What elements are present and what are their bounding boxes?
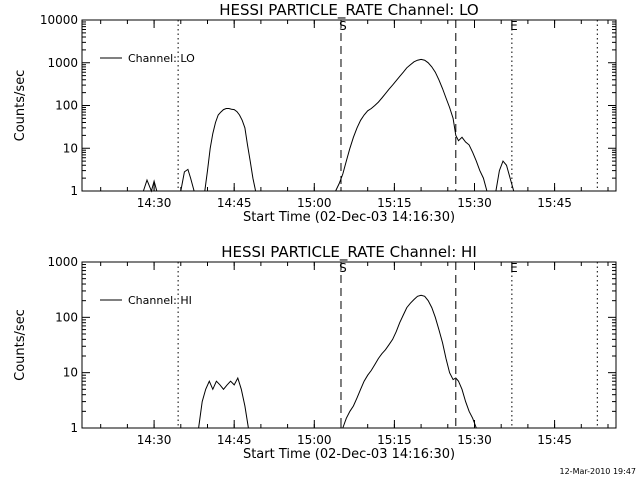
- x-tick-label: 15:00: [297, 433, 332, 447]
- legend-entry: Channel: LO: [128, 52, 195, 65]
- plot-frame: [81, 261, 617, 429]
- y-tick-label: 10: [63, 366, 78, 380]
- series-line: [335, 58, 488, 192]
- plot-frame: [81, 19, 617, 192]
- footer-timestamp: 12-Mar-2010 19:47: [560, 467, 637, 476]
- x-tick-label: 14:30: [137, 433, 172, 447]
- y-axis-label: Counts/sec: [13, 70, 28, 142]
- x-tick-label: 15:30: [457, 433, 492, 447]
- x-tick-label: 15:45: [537, 433, 572, 447]
- y-tick-label: 1: [70, 184, 78, 198]
- x-tick-label: 15:45: [537, 196, 572, 210]
- series-line: [198, 376, 249, 429]
- y-axis-label: Counts/sec: [13, 309, 28, 381]
- x-tick-label: 15:30: [457, 196, 492, 210]
- series-line: [495, 160, 515, 192]
- chart-title: HESSI PARTICLE_RATE Channel: LO: [219, 1, 478, 20]
- x-tick-label: 14:45: [217, 433, 252, 447]
- series-line: [180, 168, 195, 192]
- y-tick-label: 100: [55, 99, 78, 113]
- marker-label: S: [339, 19, 347, 33]
- y-tick-label: 10000: [40, 13, 78, 27]
- x-tick-label: 15:15: [377, 433, 412, 447]
- x-tick-label: 15:15: [377, 196, 412, 210]
- series-line: [342, 294, 477, 429]
- y-tick-label: 100: [55, 310, 78, 324]
- marker-label: E: [510, 19, 518, 33]
- y-tick-label: 1000: [47, 255, 78, 269]
- y-tick-label: 1: [70, 421, 78, 435]
- y-tick-label: 10: [63, 141, 78, 155]
- chart-panel-lo: HESSI PARTICLE_RATE Channel: LO 14:30 14:4…: [13, 1, 617, 225]
- legend-entry: Channel: HI: [128, 294, 192, 307]
- x-tick-label: 14:30: [137, 196, 172, 210]
- series-line: [142, 178, 158, 193]
- y-tick-label: 1000: [47, 56, 78, 70]
- chart-title: HESSI PARTICLE_RATE Channel: HI: [221, 243, 477, 262]
- x-tick-label: 14:45: [217, 196, 252, 210]
- chart-panel-hi: HESSI PARTICLE_RATE Channel: HI 14:30 14:4…: [13, 243, 617, 462]
- marker-label: E: [510, 261, 518, 275]
- x-axis-label: Start Time (02-Dec-03 14:16:30): [243, 447, 455, 462]
- x-axis-label: Start Time (02-Dec-03 14:16:30): [243, 210, 455, 225]
- marker-label: S: [339, 261, 347, 275]
- series-line: [204, 108, 257, 192]
- x-tick-label: 15:00: [297, 196, 332, 210]
